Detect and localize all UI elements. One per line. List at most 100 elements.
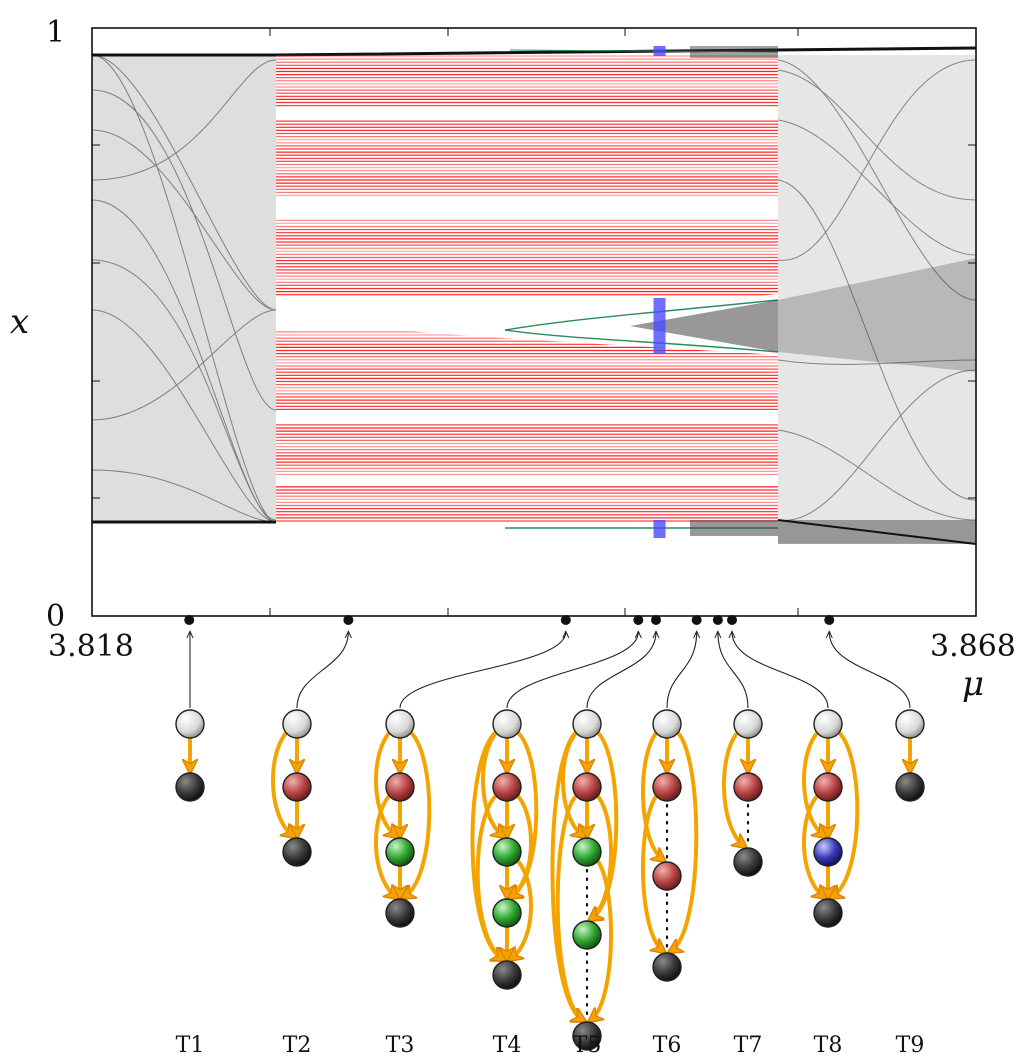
plot-frame	[91, 27, 977, 617]
green-periodic-orbit	[509, 49, 779, 53]
right-curve	[777, 119, 976, 256]
transition-label: T7	[734, 1033, 763, 1058]
transition-arrow	[591, 856, 613, 1020]
x-right-tick-label: 3.868	[930, 629, 1016, 664]
transition-arrow	[374, 791, 396, 897]
transition-arrows	[550, 728, 619, 1020]
transition-graph-t9: T9	[895, 709, 925, 1058]
transition-arrows	[271, 728, 297, 836]
transition-graph-t1: T1	[175, 709, 205, 1058]
parameter-marker	[824, 615, 835, 625]
start-state-node	[492, 709, 522, 739]
green-state-node	[492, 837, 522, 867]
central-gap	[276, 294, 778, 355]
marker-connectors	[190, 632, 911, 709]
start-state-node	[282, 709, 312, 739]
red-state-node	[813, 772, 843, 802]
lower-boundary-right	[777, 519, 976, 545]
parameter-marker	[691, 615, 702, 625]
start-state-node	[175, 709, 205, 739]
transition-label: T4	[493, 1033, 522, 1058]
marker-connector	[666, 632, 697, 709]
green-state-node	[385, 837, 415, 867]
window-cascade	[690, 520, 778, 536]
left-curve	[92, 469, 277, 523]
transition-graphs: T1 T2 T3 T4 T5 T6 T7 T8 T9	[175, 709, 925, 1058]
parameter-marker	[650, 615, 661, 625]
transition-arrow	[640, 728, 663, 860]
transition-arrows	[722, 728, 748, 846]
marker-connector	[506, 632, 638, 709]
blue-window	[653, 298, 666, 354]
left-curve	[92, 129, 277, 311]
parameter-marker	[712, 615, 723, 625]
transition-arrow	[591, 728, 619, 919]
right-curve	[777, 359, 976, 365]
end-state-node	[572, 1021, 602, 1051]
start-state-node	[572, 709, 602, 739]
transition-arrow	[671, 728, 699, 951]
y-axis-label: x	[10, 302, 29, 342]
parameter-marker	[560, 615, 571, 625]
green-state-node	[572, 920, 602, 950]
red-state-node	[492, 772, 522, 802]
chaotic-curves	[92, 54, 976, 523]
left-curve	[92, 89, 277, 411]
parameter-marker	[184, 615, 195, 625]
green-state-node	[572, 837, 602, 867]
window-cascade	[630, 300, 778, 352]
left-curve	[92, 54, 277, 311]
right-curve	[777, 69, 976, 201]
marker-connector	[399, 632, 566, 709]
red-state-node	[652, 861, 682, 891]
end-state-node	[385, 898, 415, 928]
dark-wedge-right	[778, 258, 976, 372]
right-curve	[777, 179, 976, 501]
transition-graph-t5: T5	[550, 709, 619, 1058]
left-curve	[92, 309, 277, 421]
bifurcation-plot	[91, 27, 977, 617]
end-state-node	[895, 772, 925, 802]
transition-label: T5	[573, 1033, 602, 1058]
red-state-node	[572, 772, 602, 802]
end-state-node	[282, 837, 312, 867]
transition-graph-t7: T7	[722, 709, 763, 1058]
parameter-marker	[343, 615, 354, 625]
transition-arrows	[640, 728, 699, 951]
transition-graph-t8: T8	[802, 709, 860, 1058]
right-curve	[777, 59, 976, 301]
window-cascade	[690, 46, 778, 58]
transition-arrow	[832, 728, 860, 897]
transition-arrows	[802, 728, 860, 897]
start-state-node	[813, 709, 843, 739]
blue-window	[653, 46, 666, 56]
right-curve	[777, 59, 976, 261]
marker-connector	[296, 632, 348, 709]
transition-graph-t6: T6	[640, 709, 699, 1058]
transition-label: T9	[896, 1033, 925, 1058]
marker-connector	[829, 632, 911, 709]
start-state-node	[895, 709, 925, 739]
bifurcation-diagram-content	[92, 46, 976, 545]
green-periodic-orbit	[504, 329, 779, 353]
marker-connector	[732, 632, 829, 709]
transition-arrow	[475, 791, 503, 959]
y-bottom-tick-label: 0	[46, 599, 65, 634]
transition-label: T1	[176, 1033, 205, 1058]
frame-ticks	[92, 28, 976, 616]
transition-arrow	[802, 791, 824, 897]
transition-label: T2	[283, 1033, 312, 1058]
parameter-markers	[184, 615, 835, 625]
transition-arrow	[511, 856, 533, 959]
transition-label: T6	[653, 1033, 682, 1058]
transition-label: T3	[386, 1033, 415, 1058]
red-state-node	[652, 772, 682, 802]
green-state-node	[492, 898, 522, 928]
chaotic-band-left	[92, 55, 276, 523]
red-state-node	[282, 772, 312, 802]
transition-arrow	[374, 728, 396, 836]
transition-label: T8	[814, 1033, 843, 1058]
left-curve	[92, 54, 277, 523]
transition-arrows	[374, 728, 432, 897]
